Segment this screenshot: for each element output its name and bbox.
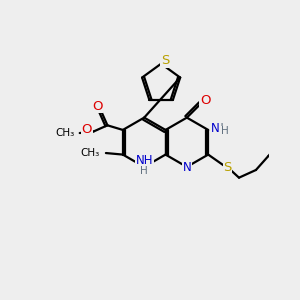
Text: N: N bbox=[211, 123, 220, 136]
Text: H: H bbox=[140, 166, 148, 176]
Text: CH₃: CH₃ bbox=[80, 148, 100, 158]
Text: O: O bbox=[82, 123, 92, 136]
Text: H: H bbox=[143, 159, 151, 169]
Text: H: H bbox=[220, 127, 228, 136]
Text: O: O bbox=[200, 94, 211, 107]
Text: NH: NH bbox=[135, 154, 153, 167]
Text: N: N bbox=[137, 157, 146, 170]
Text: N: N bbox=[182, 163, 191, 176]
Text: H: H bbox=[214, 122, 224, 135]
Text: N: N bbox=[211, 122, 219, 135]
Text: H: H bbox=[140, 163, 148, 176]
Text: S: S bbox=[223, 161, 232, 174]
Text: S: S bbox=[161, 54, 169, 67]
Text: N: N bbox=[182, 161, 191, 174]
Text: CH₃: CH₃ bbox=[56, 128, 75, 138]
Text: O: O bbox=[92, 100, 103, 112]
